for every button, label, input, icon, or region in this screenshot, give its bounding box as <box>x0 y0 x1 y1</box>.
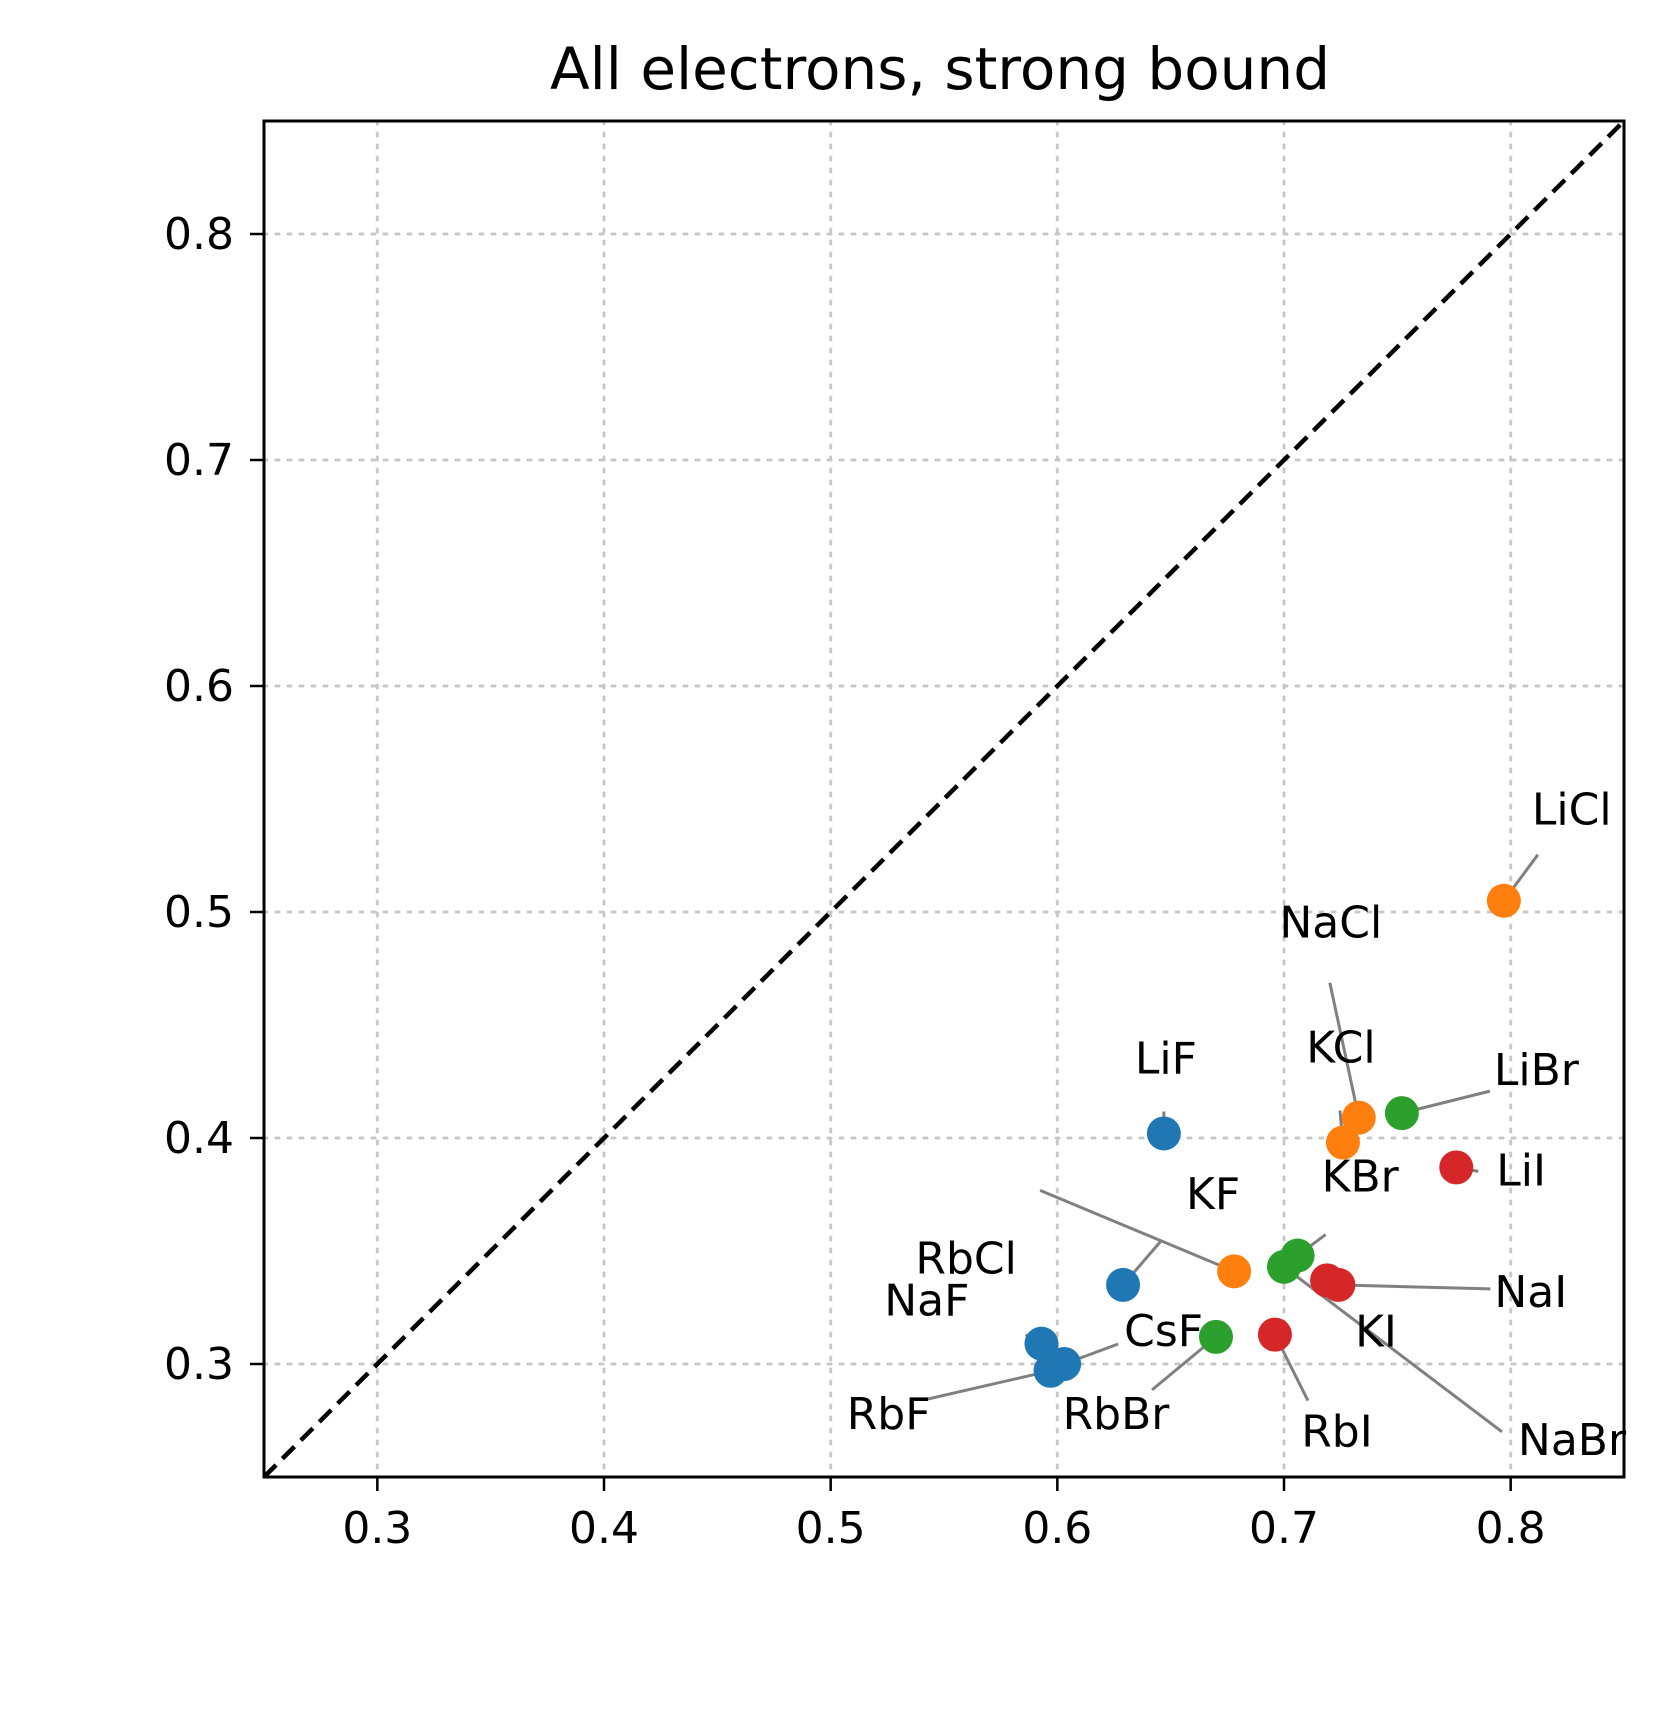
x-tick-label: 0.3 <box>342 1503 412 1554</box>
point-lii <box>1439 1150 1474 1185</box>
point-label-nabr: NaBr <box>1518 1415 1627 1466</box>
point-rbbr <box>1199 1319 1233 1354</box>
plot-frame <box>262 119 1626 1479</box>
point-label-licl: LiCl <box>1532 785 1612 836</box>
y-tick-label: 0.6 <box>164 661 234 712</box>
point-rbcl <box>1217 1254 1252 1289</box>
point-rbf <box>1033 1353 1068 1388</box>
leader-line-rbcl <box>1039 1188 1235 1273</box>
chart-title: All electrons, strong bound <box>550 35 1330 103</box>
x-tick-label: 0.8 <box>1476 1503 1546 1554</box>
point-nabr <box>1267 1249 1301 1284</box>
point-label-rbf: RbF <box>847 1389 931 1440</box>
y-tick-label: 0.3 <box>164 1339 234 1390</box>
point-label-csf: CsF <box>1124 1306 1203 1357</box>
y-tick-label: 0.5 <box>164 887 234 938</box>
point-label-naf: NaF <box>884 1276 969 1327</box>
point-nacl <box>1341 1100 1376 1135</box>
point-ki <box>1310 1263 1345 1298</box>
point-label-lif: LiF <box>1135 1033 1197 1084</box>
point-rbi <box>1257 1317 1292 1352</box>
leader-lines <box>924 853 1540 1434</box>
point-label-nacl: NaCl <box>1279 898 1382 949</box>
point-lif <box>1146 1116 1181 1151</box>
point-label-rbi: RbI <box>1301 1407 1372 1458</box>
point-labels: LiF KF NaF CsF RbF LiCl NaCl KCl RbCl LiBr KBr NaBr… <box>847 785 1627 1466</box>
point-label-kf: KF <box>1186 1169 1240 1220</box>
y-tick-label: 0.4 <box>164 1113 234 1164</box>
point-label-kcl: KCl <box>1306 1023 1375 1074</box>
x-tick-label: 0.7 <box>1249 1503 1319 1554</box>
point-label-nai: NaI <box>1494 1267 1567 1318</box>
point-label-lii: LiI <box>1496 1145 1546 1196</box>
x-tick-label: 0.5 <box>796 1503 866 1554</box>
leader-line-nacl <box>1328 982 1361 1118</box>
reference-line <box>262 119 1626 1479</box>
axis-ticks: 0.3 0.4 0.5 0.6 0.7 0.8 0.3 0.4 0.5 0.6 0.7 0.8 <box>164 209 1546 1554</box>
point-licl <box>1486 883 1521 918</box>
point-label-rbcl: RbCl <box>915 1233 1016 1284</box>
leader-line-rbf <box>924 1369 1051 1402</box>
grid <box>262 119 1626 1479</box>
point-label-rbbr: RbBr <box>1063 1389 1171 1440</box>
point-kf <box>1106 1267 1141 1302</box>
data-points <box>1024 883 1521 1388</box>
point-naf <box>1024 1326 1059 1361</box>
point-libr <box>1384 1096 1419 1131</box>
x-tick-label: 0.4 <box>569 1503 639 1554</box>
point-kcl <box>1325 1125 1360 1160</box>
y-tick-label: 0.8 <box>164 209 234 260</box>
point-label-kbr: KBr <box>1322 1152 1400 1203</box>
point-label-ki: KI <box>1355 1306 1397 1357</box>
point-label-libr: LiBr <box>1494 1045 1580 1096</box>
leader-line-nai <box>1338 1283 1491 1291</box>
reference-line-layer <box>262 119 1626 1479</box>
y-tick-label: 0.7 <box>164 435 234 486</box>
x-tick-label: 0.6 <box>1022 1503 1092 1554</box>
